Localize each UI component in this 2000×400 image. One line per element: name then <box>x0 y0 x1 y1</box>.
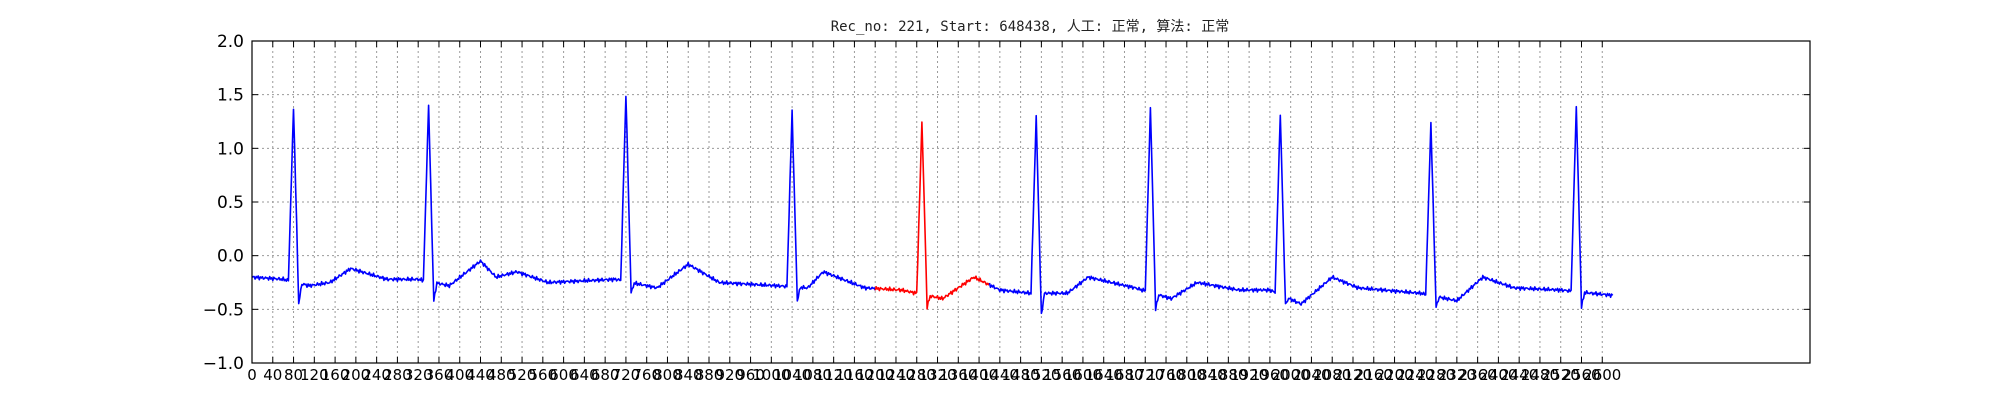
x-tick-label: 560 <box>529 366 558 384</box>
x-tick-label: 2520 <box>1542 366 1580 384</box>
x-tick-label: 1520 <box>1022 366 1060 384</box>
x-tick-label: 2000 <box>1272 366 1310 384</box>
y-tick-label: −0.5 <box>203 300 244 320</box>
x-tick-label: 160 <box>321 366 350 384</box>
x-tick-label: 1920 <box>1230 366 1268 384</box>
x-tick-label: 2560 <box>1562 366 1600 384</box>
x-tick-label: 880 <box>695 366 724 384</box>
x-tick-label: 1640 <box>1085 366 1123 384</box>
x-tick-label: 2440 <box>1500 366 1538 384</box>
x-tick-label: 120 <box>300 366 329 384</box>
y-tick-label: 1.0 <box>217 139 244 159</box>
x-tick-label: 1680 <box>1105 366 1143 384</box>
y-tick-label: −1.0 <box>203 354 244 374</box>
x-tick-label: 1240 <box>877 366 915 384</box>
x-tick-label: 1440 <box>981 366 1019 384</box>
x-tick-label: 960 <box>736 366 765 384</box>
x-tick-label: 2200 <box>1375 366 1413 384</box>
x-tick-label: 640 <box>570 366 599 384</box>
x-tick-label: 1320 <box>918 366 956 384</box>
x-tick-label: 840 <box>674 366 703 384</box>
plot-area <box>252 41 1810 363</box>
x-tick-label: 1480 <box>1002 366 1040 384</box>
x-tick-label: 2360 <box>1459 366 1497 384</box>
x-tick-label: 1040 <box>773 366 811 384</box>
x-tick-label: 1720 <box>1126 366 1164 384</box>
x-tick-label: 1840 <box>1188 366 1226 384</box>
x-tick-label: 80 <box>284 366 303 384</box>
x-tick-label: 920 <box>715 366 744 384</box>
x-tick-label: 720 <box>612 366 641 384</box>
x-tick-label: 2080 <box>1313 366 1351 384</box>
x-tick-label: 2160 <box>1355 366 1393 384</box>
x-tick-label: 680 <box>591 366 620 384</box>
x-tick-label: 520 <box>508 366 537 384</box>
x-tick-label: 800 <box>653 366 682 384</box>
x-tick-label: 1960 <box>1251 366 1289 384</box>
x-tick-label: 200 <box>342 366 371 384</box>
x-tick-label: 2280 <box>1417 366 1455 384</box>
x-tick-label: 2120 <box>1334 366 1372 384</box>
x-tick-label: 1360 <box>939 366 977 384</box>
y-tick-label: 0.0 <box>217 247 244 267</box>
x-tick-label: 1280 <box>898 366 936 384</box>
x-tick-label: 2480 <box>1521 366 1559 384</box>
ecg-series-0 <box>251 95 876 305</box>
y-tick-label: 0.5 <box>217 193 244 213</box>
x-tick-label: 1080 <box>794 366 832 384</box>
x-tick-label: 1880 <box>1209 366 1247 384</box>
x-tick-label: 0 <box>247 366 257 384</box>
x-tick-label: 600 <box>549 366 578 384</box>
x-tick-label: 240 <box>362 366 391 384</box>
x-tick-label: 1400 <box>960 366 998 384</box>
x-tick-label: 2400 <box>1479 366 1517 384</box>
x-tick-label: 1120 <box>815 366 853 384</box>
ecg-series-1 <box>874 121 991 310</box>
x-tick-label: 2320 <box>1438 366 1476 384</box>
x-tick-label: 400 <box>445 366 474 384</box>
x-tick-label: 1160 <box>835 366 873 384</box>
x-tick-label: 1800 <box>1168 366 1206 384</box>
x-tick-label: 1200 <box>856 366 894 384</box>
chart-title: Rec_no: 221, Start: 648438, 人工: 正常, 算法: … <box>831 19 1230 35</box>
x-tick-label: 1600 <box>1064 366 1102 384</box>
x-tick-label: 2600 <box>1583 366 1621 384</box>
x-tick-label: 320 <box>404 366 433 384</box>
x-tick-label: 1000 <box>752 366 790 384</box>
x-tick-label: 2040 <box>1292 366 1330 384</box>
y-tick-label: 2.0 <box>217 32 244 52</box>
x-tick-label: 1560 <box>1043 366 1081 384</box>
x-tick-label: 40 <box>263 366 282 384</box>
x-tick-label: 480 <box>487 366 516 384</box>
x-tick-label: 360 <box>425 366 454 384</box>
x-tick-label: 760 <box>632 366 661 384</box>
ecg-series-2 <box>988 105 1614 315</box>
y-tick-label: 1.5 <box>217 86 244 106</box>
x-tick-label: 1760 <box>1147 366 1185 384</box>
x-tick-label: 2240 <box>1396 366 1434 384</box>
x-tick-label: 440 <box>466 366 495 384</box>
x-tick-label: 280 <box>383 366 412 384</box>
